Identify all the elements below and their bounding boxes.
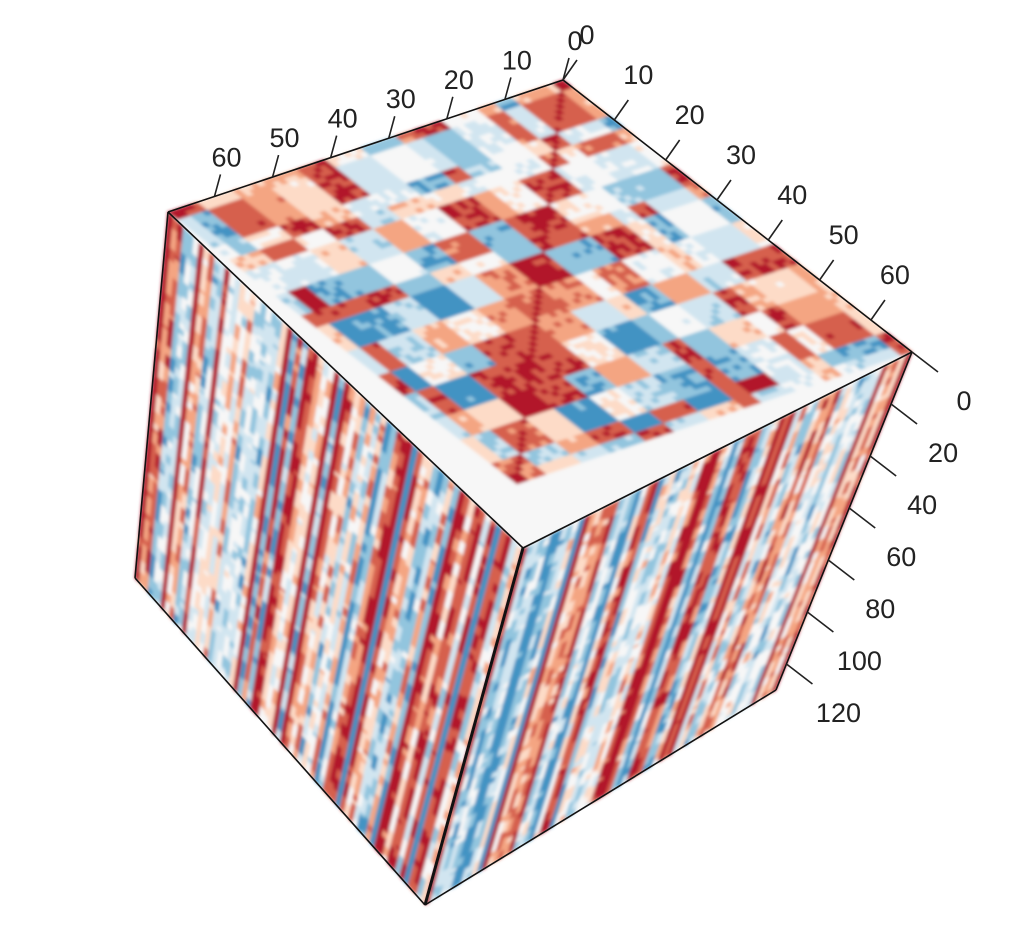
left-face-heatmap — [134, 211, 524, 906]
